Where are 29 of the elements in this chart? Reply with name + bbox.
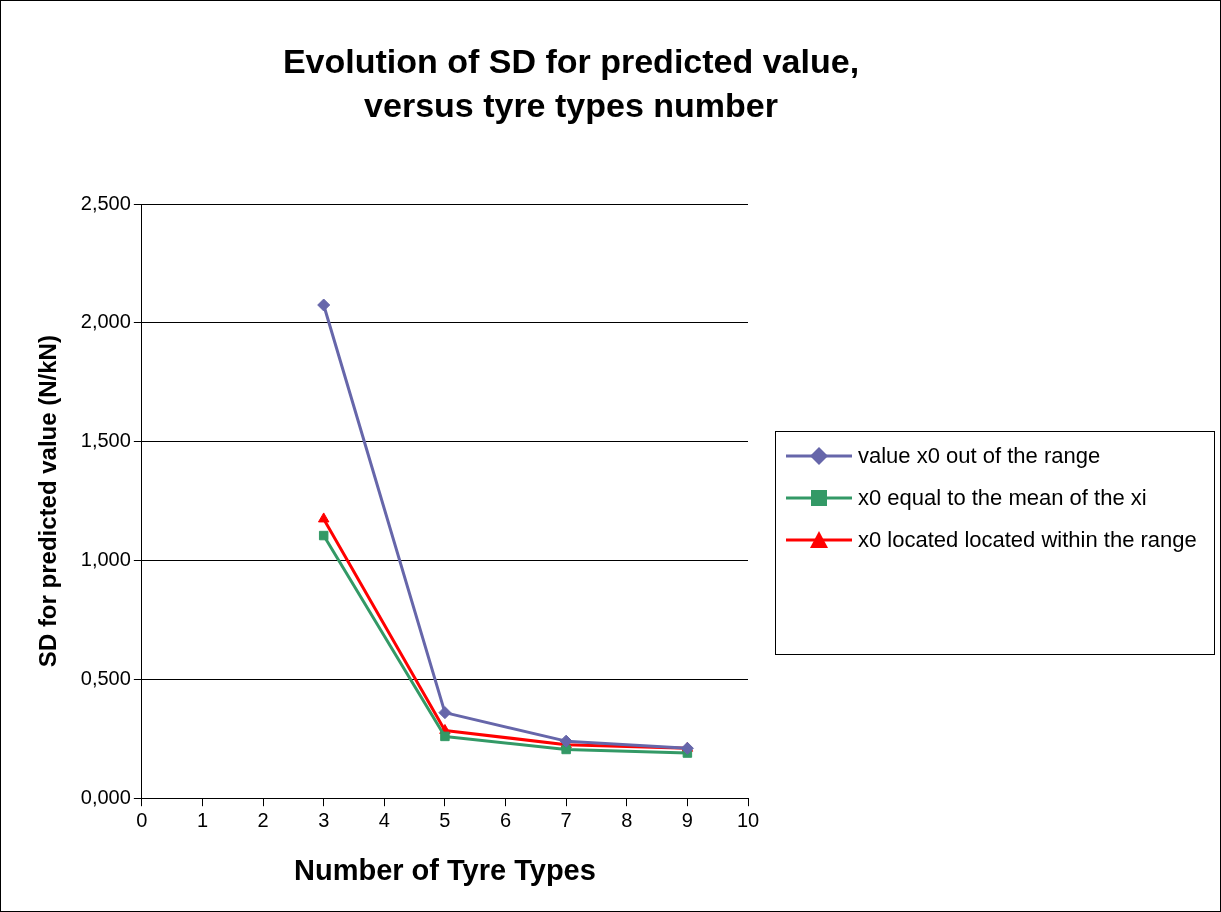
x-tick-label: 9	[681, 808, 693, 831]
point	[559, 734, 573, 748]
x-tick-label: 6	[499, 808, 512, 831]
y-tick-label: 2,500	[80, 191, 131, 214]
legend-label: x0 equal to the mean of the xi	[858, 484, 1148, 512]
y-tick-label: 0,000	[80, 785, 131, 808]
y-tick-label: 0,500	[80, 666, 131, 689]
point	[318, 512, 330, 523]
x-tick-label: 7	[560, 808, 572, 831]
legend-label: x0 located located within the range	[858, 526, 1198, 554]
legend-label: value x0 out of the range	[858, 442, 1102, 470]
x-tick-label: 0	[136, 808, 148, 831]
x-tick-label: 2	[257, 808, 269, 831]
chart-title: Evolution of SD for predicted value, versus tyre types number	[281, 41, 861, 126]
x-tick-label: 3	[318, 808, 330, 831]
x-tick-label: 5	[439, 808, 451, 831]
x-tick-label: 10	[736, 808, 760, 831]
y-tick-label: 1,500	[80, 429, 131, 452]
x-tick-label: 1	[196, 808, 209, 831]
y-tick-label: 1,000	[80, 548, 131, 571]
point	[438, 706, 452, 720]
y-tick-label: 2,000	[80, 310, 131, 333]
x-axis-title: Number of Tyre Types	[293, 853, 596, 886]
x-tick-label: 4	[378, 808, 390, 831]
x-tick-label: 8	[621, 808, 633, 831]
point	[318, 530, 329, 541]
point	[317, 298, 331, 312]
point	[440, 731, 450, 742]
y-axis-title: SD for predicted value (N/kN)	[34, 335, 62, 668]
